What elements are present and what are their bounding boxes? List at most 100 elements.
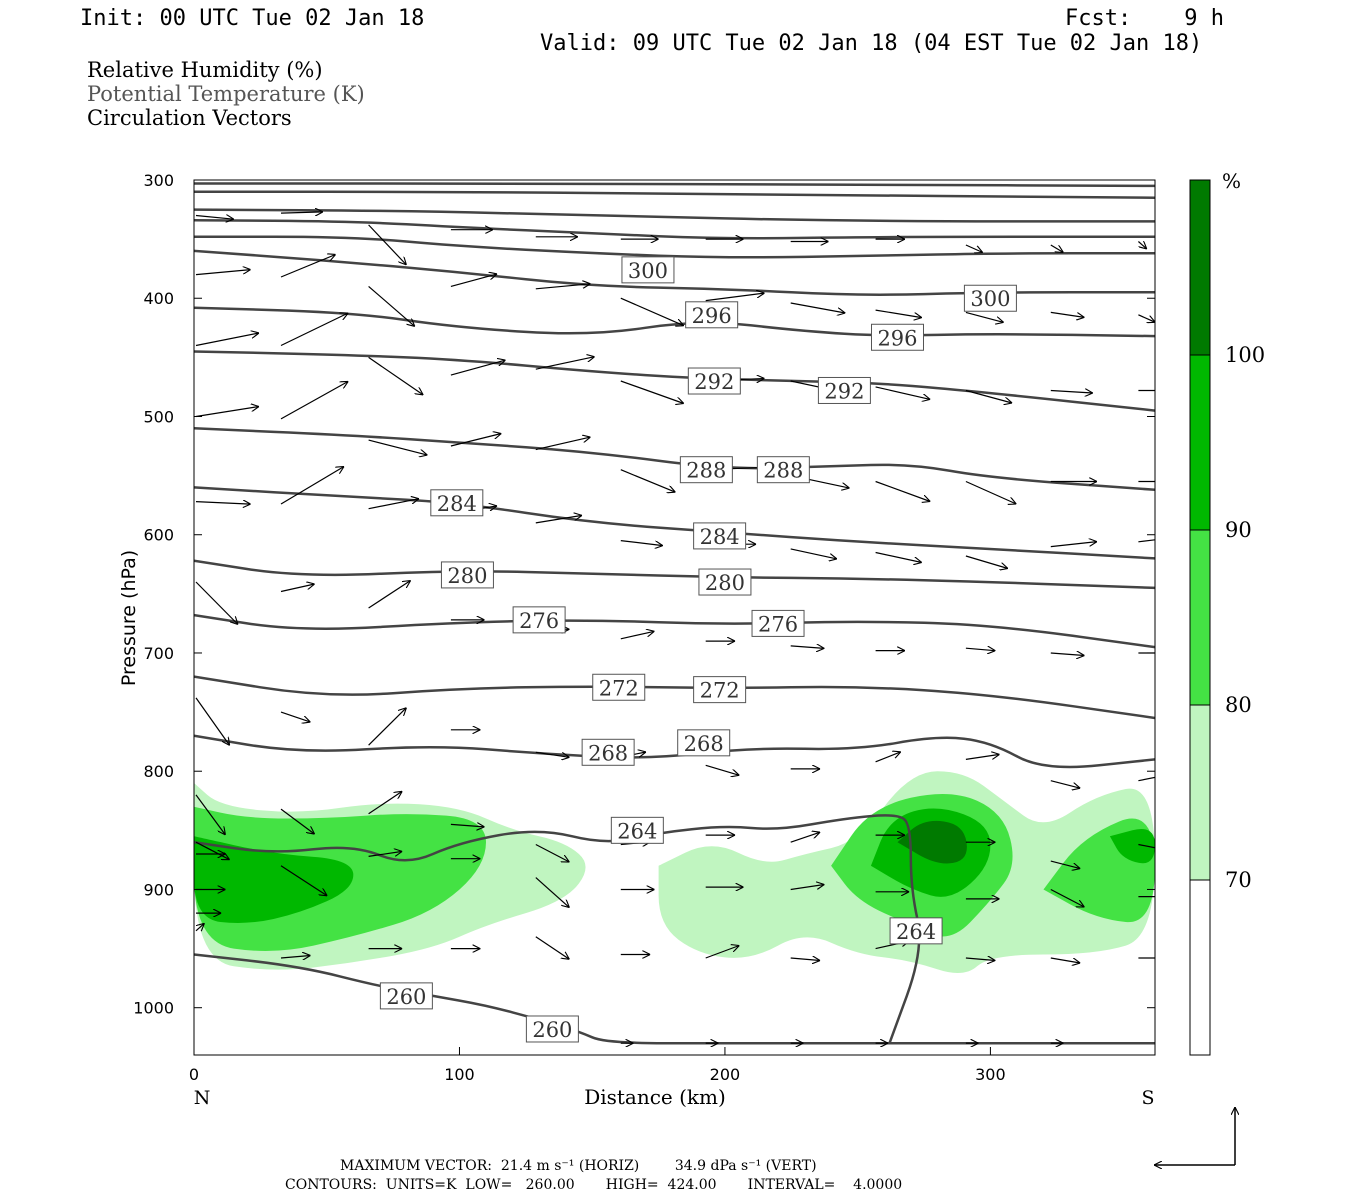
theta-contour-304	[194, 235, 1155, 259]
circulation-vector	[1050, 957, 1080, 963]
svg-text:260: 260	[532, 1018, 572, 1042]
rh-region-100	[897, 820, 967, 864]
circulation-vector	[965, 958, 995, 961]
colorbar-unit: %	[1222, 169, 1241, 193]
circulation-vector	[705, 946, 740, 959]
circulation-vector	[620, 297, 684, 326]
theta-contour-312	[194, 208, 1155, 223]
svg-text:300: 300	[628, 259, 668, 283]
theta-label-264: 264	[610, 816, 664, 844]
svg-text:276: 276	[758, 612, 798, 636]
circulation-vector	[965, 555, 1008, 569]
svg-text:272: 272	[700, 679, 740, 703]
svg-text:292: 292	[694, 370, 734, 394]
valid-time-label: Valid: 09 UTC Tue 02 Jan 18 (04 EST Tue …	[540, 31, 1203, 56]
theta-contour-272	[194, 675, 1155, 720]
rh-region-90	[194, 836, 354, 923]
circulation-vector	[875, 386, 931, 400]
circulation-vector	[535, 936, 570, 960]
theta-contour-296	[194, 306, 1155, 338]
legend-potential-temperature: Potential Temperature (K)	[87, 82, 365, 106]
circulation-vector	[620, 380, 684, 404]
circulation-vector	[1050, 860, 1080, 869]
circulation-vector	[620, 540, 663, 546]
circulation-vector	[195, 697, 230, 746]
circulation-vector	[790, 548, 837, 559]
circulation-vector	[875, 480, 931, 502]
theta-contour-300	[194, 249, 1155, 296]
circulation-vector	[535, 515, 582, 524]
circulation-vector	[535, 357, 595, 370]
circulation-vector	[450, 824, 485, 827]
circulation-vector	[368, 285, 415, 326]
circulation-vector	[535, 437, 591, 451]
circulation-vector	[195, 502, 251, 505]
circulation-vector	[280, 381, 348, 420]
theta-contour-308	[194, 218, 1155, 240]
circulation-vector	[965, 754, 1000, 760]
theta-label-264: 264	[889, 917, 943, 945]
rh-region-90	[1109, 828, 1155, 864]
colorbar-segment	[1190, 355, 1210, 530]
theta-contour-284	[194, 486, 1155, 560]
theta-label-268: 268	[581, 738, 635, 766]
circulation-vector	[280, 467, 344, 505]
svg-text:296: 296	[692, 304, 732, 328]
circulation-vector-field	[195, 212, 1155, 1043]
legend-relative-humidity: Relative Humidity (%)	[87, 58, 323, 82]
svg-text:272: 272	[599, 676, 639, 700]
north-end-label: N	[194, 1087, 211, 1109]
colorbar-frame	[1189, 179, 1211, 1056]
axes: 300 400 500 600 700 800 900 1000 0 100 200 300	[133, 171, 1155, 1084]
svg-text:292: 292	[824, 379, 864, 403]
circulation-vector	[1050, 542, 1097, 548]
circulation-vector	[280, 865, 327, 896]
y-tick-label: 400	[143, 289, 174, 308]
south-end-label: S	[1141, 1087, 1154, 1109]
circulation-vector	[790, 958, 820, 961]
theta-label-260: 260	[525, 1015, 579, 1043]
theta-label-284: 284	[693, 522, 747, 550]
theta-contour-316	[194, 190, 1155, 199]
circulation-vector	[1138, 843, 1155, 850]
circulation-vector	[195, 923, 204, 931]
theta-contour-280	[194, 559, 1155, 590]
circulation-vector	[280, 808, 315, 834]
theta-label-288: 288	[756, 456, 810, 484]
svg-text:288: 288	[763, 459, 803, 483]
theta-label-300: 300	[963, 284, 1017, 312]
circulation-vector	[450, 360, 506, 376]
svg-text:268: 268	[588, 741, 628, 765]
theta-label-284: 284	[430, 489, 484, 517]
circulation-vector	[195, 581, 238, 625]
circulation-vector	[368, 581, 411, 609]
y-tick-label: 700	[143, 644, 174, 663]
circulation-vector	[535, 843, 570, 863]
theta-contour-320	[194, 182, 1155, 188]
circulation-vector	[1050, 888, 1085, 908]
circulation-vector	[965, 311, 1004, 322]
theta-label-272: 272	[592, 673, 646, 701]
y-tick-label: 600	[143, 526, 174, 545]
circulation-vector	[280, 212, 323, 213]
circulation-vector	[368, 439, 428, 455]
init-time-label: Init: 00 UTC Tue 02 Jan 18	[80, 6, 425, 31]
svg-text:280: 280	[447, 564, 487, 588]
plot-frame	[193, 179, 1156, 1056]
svg-text:264: 264	[617, 819, 657, 843]
theta-label-280: 280	[698, 568, 752, 596]
svg-text:288: 288	[686, 459, 726, 483]
circulation-vector	[705, 764, 740, 775]
circulation-vector	[195, 333, 259, 347]
theta-label-276: 276	[512, 606, 566, 634]
svg-text:260: 260	[386, 985, 426, 1009]
svg-text:284: 284	[437, 492, 477, 516]
x-tick-label: 200	[710, 1065, 741, 1084]
circulation-vector	[790, 646, 825, 649]
colorbar-segment	[1190, 880, 1210, 1055]
circulation-vector	[965, 480, 1016, 505]
circulation-vector	[450, 274, 497, 287]
theta-label-296: 296	[870, 323, 924, 351]
theta-contour-268	[194, 734, 1155, 769]
relative-humidity-fill	[194, 771, 1155, 974]
